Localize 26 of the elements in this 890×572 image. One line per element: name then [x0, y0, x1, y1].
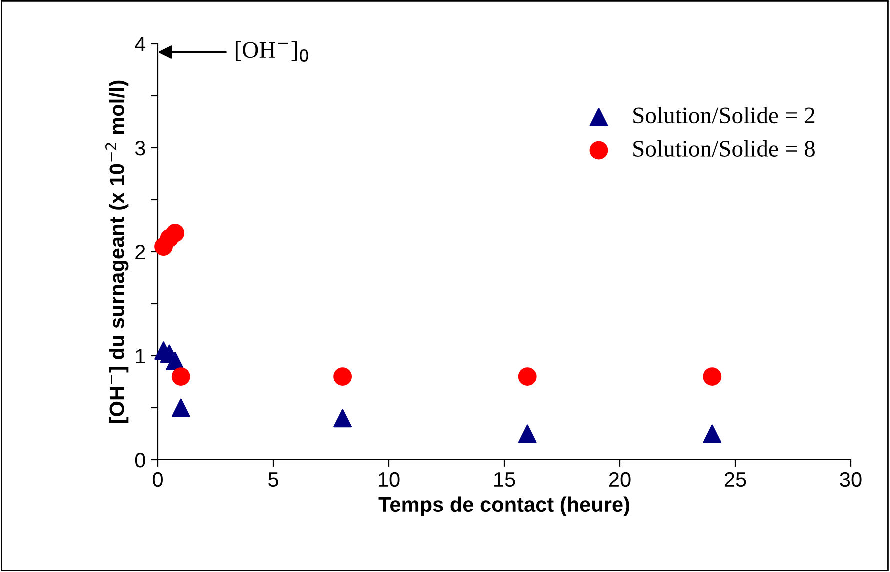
- legend-label: Solution/Solide = 8: [634, 140, 815, 157]
- point: [172, 368, 190, 386]
- point: [334, 368, 352, 386]
- annotation: [OH$^{−}$]$_{0}$: [236, 41, 308, 62]
- x-axis-title: Temps de contact (heure): [378, 496, 630, 516]
- x-tick-label: 15: [494, 472, 516, 488]
- y-tick-label: 3: [135, 141, 146, 156]
- y-tick-label: 1: [136, 349, 146, 364]
- x-tick-label: 25: [724, 472, 746, 488]
- point: [703, 368, 722, 386]
- x-tick-label: 0: [153, 472, 163, 488]
- y-tick-label: 0: [135, 453, 146, 468]
- x-tick-label: 30: [840, 472, 862, 488]
- point: [518, 368, 537, 386]
- point: [334, 409, 352, 428]
- y-tick-label: 2: [136, 245, 146, 260]
- x-tick-label: 10: [379, 472, 400, 488]
- point: [703, 424, 722, 444]
- x-tick-label: 5: [268, 472, 278, 488]
- legend-label: Solution/Solide = 2: [634, 106, 815, 124]
- y-axis-title: [OH$^{−}$] du surnageant (x 10$^{−2}$ mol/l): [106, 80, 129, 424]
- x-tick-label: 20: [609, 472, 631, 488]
- point: [166, 224, 185, 242]
- y-tick-label: 4: [135, 37, 146, 52]
- point: [172, 398, 190, 418]
- point: [518, 424, 537, 444]
